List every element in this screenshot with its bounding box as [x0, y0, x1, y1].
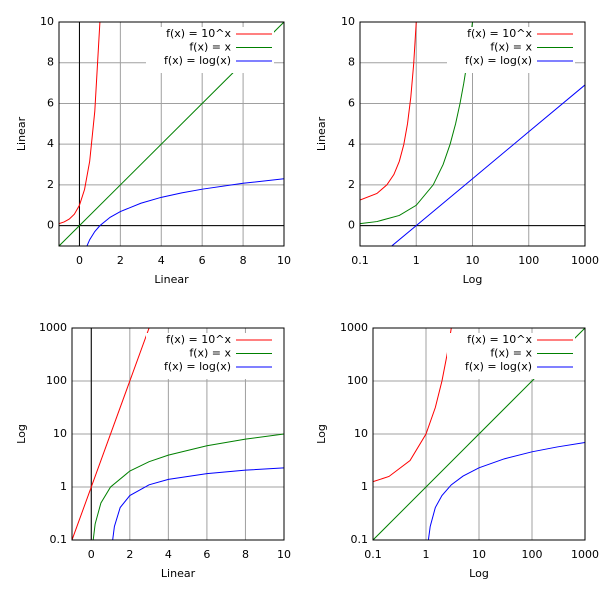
y-tick-label: 1000: [39, 321, 67, 334]
x-tick-label: 0.1: [364, 548, 382, 561]
x-axis-label: Linear: [154, 273, 189, 286]
legend-label: f(x) = 10^x: [166, 333, 231, 346]
series-line: [92, 433, 284, 540]
y-tick-label: 2: [348, 178, 355, 191]
y-tick-label: 10: [354, 427, 368, 440]
series-line: [59, 22, 101, 225]
x-tick-label: 2: [126, 548, 133, 561]
y-tick-label: 6: [348, 96, 355, 109]
y-tick-label: 1000: [340, 321, 368, 334]
plot-lines: [72, 328, 284, 540]
y-axis-label: Log: [315, 424, 328, 444]
legend-background: [146, 27, 274, 73]
y-tick-label: 100: [46, 374, 67, 387]
y-tick-label: 4: [47, 137, 54, 150]
x-axis-label: Log: [463, 273, 483, 286]
y-tick-label: 10: [53, 427, 67, 440]
series-line: [360, 22, 417, 201]
x-tick-label: 1000: [571, 548, 599, 561]
x-tick-label: 8: [242, 548, 249, 561]
x-tick-label: 100: [518, 254, 539, 267]
legend-background: [447, 333, 575, 379]
x-tick-label: 4: [158, 254, 165, 267]
y-tick-label: 10: [341, 15, 355, 28]
series-line: [427, 442, 585, 540]
y-tick-label: 1: [361, 480, 368, 493]
series-line: [391, 84, 585, 246]
y-tick-label: 8: [348, 56, 355, 69]
legend-label: f(x) = x: [490, 347, 532, 360]
legend-background: [447, 27, 575, 73]
legend-label: f(x) = log(x): [465, 54, 532, 67]
y-tick-label: 0: [47, 219, 54, 232]
legend-label: f(x) = 10^x: [467, 27, 532, 40]
subplot: 0 2 4 6 8 10 0 2 4 6 8 10 f(x) = 10^xf(x) = xf(x) = …: [15, 15, 291, 286]
legend-label: f(x) = 10^x: [467, 333, 532, 346]
subplot: 0 2 4 6 8 10 0.1 1 10 100 1000 f(x) = 10^xf(x) = xf…: [15, 321, 291, 580]
x-tick-label: 8: [240, 254, 247, 267]
legend-label: f(x) = x: [490, 41, 532, 54]
y-tick-label: 2: [47, 178, 54, 191]
x-tick-label: 4: [165, 548, 172, 561]
x-tick-label: 6: [199, 254, 206, 267]
x-tick-label: 1000: [571, 254, 599, 267]
x-tick-label: 1: [413, 254, 420, 267]
plot-frame: [58, 21, 285, 247]
x-tick-label: 6: [203, 548, 210, 561]
series-line: [72, 328, 150, 540]
plot-frame: [71, 327, 285, 541]
legend-label: f(x) = 10^x: [166, 27, 231, 40]
x-tick-label: 0.1: [351, 254, 369, 267]
x-tick-label: 2: [117, 254, 124, 267]
x-tick-label: 10: [466, 254, 480, 267]
series-line: [373, 328, 452, 483]
y-tick-label: 6: [47, 96, 54, 109]
y-tick-label: 0.1: [351, 533, 369, 546]
y-tick-label: 4: [348, 137, 355, 150]
legend-label: f(x) = log(x): [164, 54, 231, 67]
legend-background: [146, 333, 274, 379]
y-tick-label: 8: [47, 56, 54, 69]
y-tick-label: 100: [347, 374, 368, 387]
y-tick-label: 0: [348, 219, 355, 232]
x-tick-label: 10: [472, 548, 486, 561]
series-line: [86, 178, 284, 246]
plot-frame: [359, 21, 586, 247]
legend-label: f(x) = x: [189, 41, 231, 54]
x-tick-label: 100: [522, 548, 543, 561]
legend-label: f(x) = x: [189, 347, 231, 360]
x-tick-label: 0: [88, 548, 95, 561]
x-axis-label: Linear: [161, 567, 196, 580]
subplot: 0.1 1 10 100 1000 0 2 4 6 8 10 f(x) = 10^xf(x) = xf…: [315, 15, 599, 286]
x-axis-label: Log: [469, 567, 489, 580]
y-axis-label: Linear: [315, 116, 328, 151]
legend-label: f(x) = log(x): [465, 360, 532, 373]
x-tick-label: 10: [277, 548, 291, 561]
series-line: [112, 467, 284, 540]
plot-frame: [372, 327, 586, 541]
y-axis-label: Log: [15, 424, 28, 444]
legend-label: f(x) = log(x): [164, 360, 231, 373]
x-tick-label: 0: [76, 254, 83, 267]
x-tick-label: 1: [423, 548, 430, 561]
y-axis-label: Linear: [15, 116, 28, 151]
y-tick-label: 1: [60, 480, 67, 493]
y-tick-label: 10: [40, 15, 54, 28]
x-tick-label: 10: [277, 254, 291, 267]
y-tick-label: 0.1: [50, 533, 68, 546]
